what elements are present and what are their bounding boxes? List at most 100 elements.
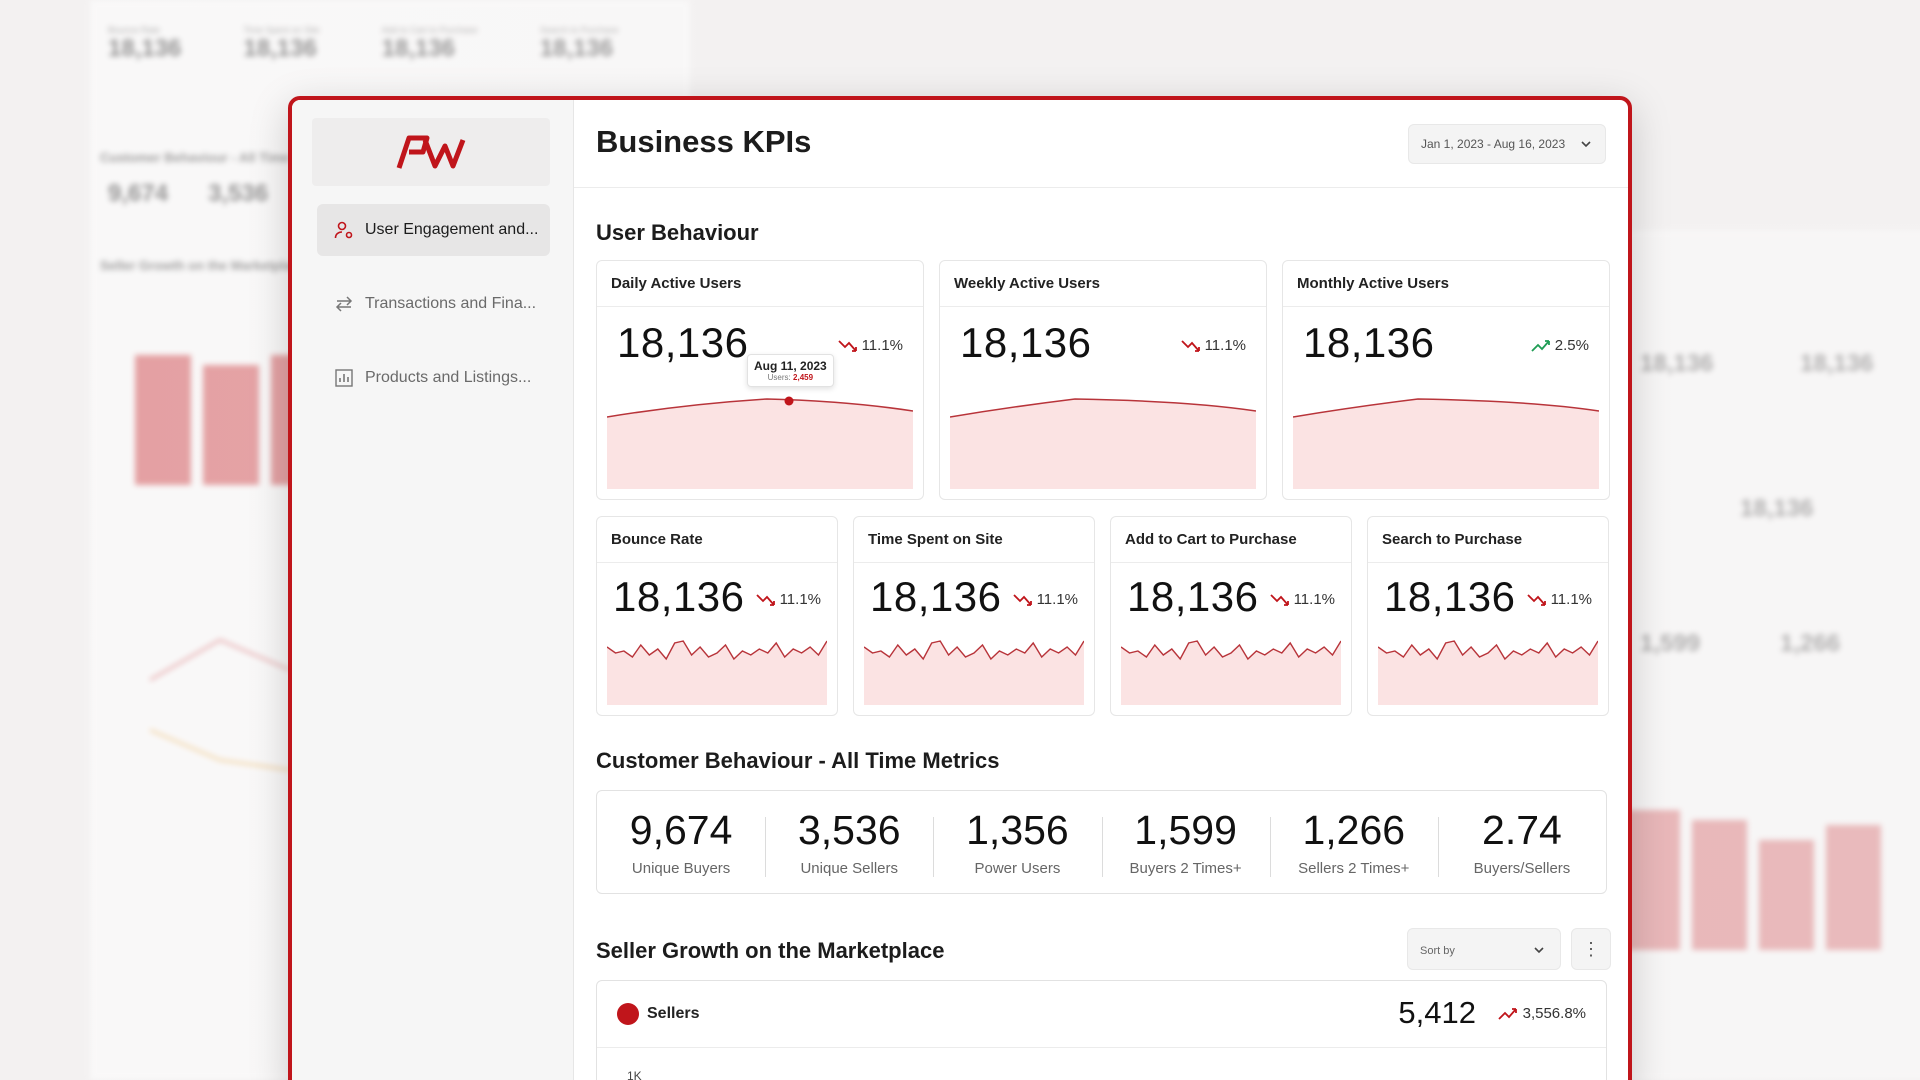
bg-value: 18,136 bbox=[1800, 350, 1874, 377]
sort-by-select[interactable]: Sort by bbox=[1407, 928, 1561, 970]
metric-buyers-per-seller: 2.74 Buyers/Sellers bbox=[1437, 807, 1606, 877]
kpi-change-value: 11.1% bbox=[861, 337, 903, 354]
trend-down-icon bbox=[837, 339, 857, 352]
bg-value: 18,136 bbox=[1740, 495, 1814, 522]
metric-unique-buyers: 9,674 Unique Buyers bbox=[597, 807, 765, 877]
kpi-card-value: 18,136 bbox=[1384, 573, 1516, 620]
chevron-down-icon bbox=[1534, 947, 1544, 954]
area-chart[interactable] bbox=[1293, 389, 1599, 489]
chart-tooltip: Aug 11, 2023 Users: 2,459 bbox=[747, 354, 834, 387]
bg-value: 18,136 bbox=[539, 35, 614, 62]
kpi-card-title: Search to Purchase bbox=[1368, 517, 1608, 563]
kpi-card-monthly-active-users: Monthly Active Users 18,136 2.5% bbox=[1282, 260, 1610, 500]
bg-label: Time Spent on Site bbox=[243, 25, 320, 35]
section-title-seller-growth: Seller Growth on the Marketplace bbox=[596, 938, 945, 963]
kpi-card-bounce-rate: Bounce Rate 18,136 11.1% bbox=[596, 516, 838, 716]
main-content: Business KPIs Jan 1, 2023 - Aug 16, 2023… bbox=[574, 100, 1628, 1080]
bg-value: 18,136 bbox=[108, 35, 182, 62]
kpi-change-value: 11.1% bbox=[1293, 591, 1335, 608]
area-chart[interactable] bbox=[1378, 633, 1598, 705]
metric-label: Unique Sellers bbox=[800, 860, 899, 877]
transfer-arrows-icon bbox=[333, 293, 355, 315]
area-chart[interactable] bbox=[607, 389, 913, 489]
header: Business KPIs Jan 1, 2023 - Aug 16, 2023 bbox=[574, 100, 1628, 188]
area-chart[interactable] bbox=[1121, 633, 1341, 705]
seller-change: 3,556.8% bbox=[1497, 1005, 1586, 1022]
metric-value: 1,266 bbox=[1302, 807, 1406, 853]
bg-metric: 9,674 bbox=[108, 180, 169, 207]
bg-value: 18,136 bbox=[243, 35, 317, 62]
seller-growth-card: Sellers 5,412 3,556.8% 1K bbox=[596, 980, 1607, 1080]
kpi-change-value: 2.5% bbox=[1554, 337, 1589, 354]
bg-bar bbox=[203, 365, 259, 485]
bg-metric: 3,536 bbox=[208, 180, 269, 207]
kpi-card-value: 18,136 bbox=[960, 319, 1092, 366]
kpi-card-title: Daily Active Users bbox=[597, 261, 923, 307]
seller-change-value: 3,556.8% bbox=[1522, 1005, 1586, 1022]
kpi-card-change: 11.1% bbox=[1269, 591, 1335, 608]
kpi-card-value: 18,136 bbox=[870, 573, 1002, 620]
sidebar: User Engagement and... Transactions and … bbox=[292, 100, 574, 1080]
sidebar-item-label: User Engagement and... bbox=[365, 221, 539, 238]
more-options-button[interactable]: ⋮ bbox=[1571, 928, 1611, 970]
kpi-card-change: 2.5% bbox=[1531, 337, 1589, 354]
hover-point[interactable] bbox=[784, 396, 794, 406]
bg-value: 1,599 bbox=[1640, 630, 1701, 657]
sidebar-item-label: Transactions and Fina... bbox=[365, 295, 537, 312]
bg-section-title: Customer Behaviour - All Time Metrics bbox=[100, 150, 339, 165]
bg-metric-row: 9,674 3,536 bbox=[108, 180, 268, 208]
seller-total-value: 5,412 bbox=[1398, 995, 1476, 1030]
metric-buyers-2-times: 1,599 Buyers 2 Times+ bbox=[1101, 807, 1270, 877]
kpi-change-value: 11.1% bbox=[1036, 591, 1078, 608]
kpi-change-value: 11.1% bbox=[779, 591, 821, 608]
chevron-down-icon bbox=[1581, 141, 1591, 148]
tooltip-value-label: Users: bbox=[767, 373, 791, 382]
sidebar-item-user-engagement[interactable]: User Engagement and... bbox=[317, 204, 550, 256]
legend-dot bbox=[617, 1003, 639, 1025]
kpi-card-change: 11.1% bbox=[1180, 337, 1246, 354]
legend-label: Sellers bbox=[647, 1005, 700, 1022]
kpi-card-value: 18,136 bbox=[613, 573, 745, 620]
trend-down-icon bbox=[1526, 593, 1546, 606]
kpi-card-title: Monthly Active Users bbox=[1283, 261, 1609, 307]
bg-label: Add to Cart to Purchase bbox=[381, 25, 478, 35]
all-time-metrics-panel: 9,674 Unique Buyers 3,536 Unique Sellers… bbox=[596, 790, 1607, 894]
kpi-card-value: 18,136 bbox=[617, 319, 749, 366]
background-dashboard-right: 18,136 18,136 18,136 1,599 1,266 bbox=[1620, 230, 1920, 1080]
sidebar-item-products[interactable]: Products and Listings... bbox=[317, 352, 550, 404]
logo[interactable] bbox=[312, 118, 550, 186]
bg-label: Bounce Rate bbox=[108, 25, 161, 35]
kpi-card-add-to-cart: Add to Cart to Purchase 18,136 11.1% bbox=[1110, 516, 1352, 716]
trend-up-icon bbox=[1497, 1007, 1517, 1020]
date-range-value: Jan 1, 2023 - Aug 16, 2023 bbox=[1421, 137, 1566, 151]
bg-value: 18,136 bbox=[1640, 350, 1714, 377]
metric-label: Power Users bbox=[974, 860, 1061, 877]
logo-icon bbox=[396, 135, 466, 169]
bg-bar bbox=[1826, 825, 1881, 950]
sidebar-item-transactions[interactable]: Transactions and Fina... bbox=[317, 278, 550, 330]
metric-power-users: 1,356 Power Users bbox=[933, 807, 1101, 877]
kpi-card-change: 11.1% bbox=[1526, 591, 1592, 608]
trend-up-icon bbox=[1531, 339, 1550, 352]
section-title-customer-behaviour: Customer Behaviour - All Time Metrics bbox=[596, 748, 1000, 773]
metric-label: Unique Buyers bbox=[631, 860, 731, 877]
area-chart[interactable] bbox=[607, 633, 827, 705]
kpi-card-weekly-active-users: Weekly Active Users 18,136 11.1% bbox=[939, 260, 1267, 500]
trend-down-icon bbox=[1012, 593, 1032, 606]
kpi-card-title: Weekly Active Users bbox=[940, 261, 1266, 307]
metric-value: 9,674 bbox=[629, 807, 733, 853]
metric-unique-sellers: 3,536 Unique Sellers bbox=[765, 807, 933, 877]
y-axis-tick: 1K bbox=[627, 1069, 642, 1080]
sidebar-item-label: Products and Listings... bbox=[365, 369, 532, 386]
kpi-card-change: 11.1% bbox=[1012, 591, 1078, 608]
bg-bar bbox=[135, 355, 191, 485]
bg-bar bbox=[1759, 840, 1814, 950]
kpi-card-search-to-purchase: Search to Purchase 18,136 11.1% bbox=[1367, 516, 1609, 716]
kpi-card-change: 11.1% bbox=[755, 591, 821, 608]
kpi-change-value: 11.1% bbox=[1204, 337, 1246, 354]
area-chart[interactable] bbox=[864, 633, 1084, 705]
area-chart[interactable] bbox=[950, 389, 1256, 489]
date-range-picker[interactable]: Jan 1, 2023 - Aug 16, 2023 bbox=[1408, 124, 1606, 164]
kpi-card-title: Time Spent on Site bbox=[854, 517, 1094, 563]
seller-growth-header: Sellers 5,412 3,556.8% bbox=[597, 981, 1606, 1048]
